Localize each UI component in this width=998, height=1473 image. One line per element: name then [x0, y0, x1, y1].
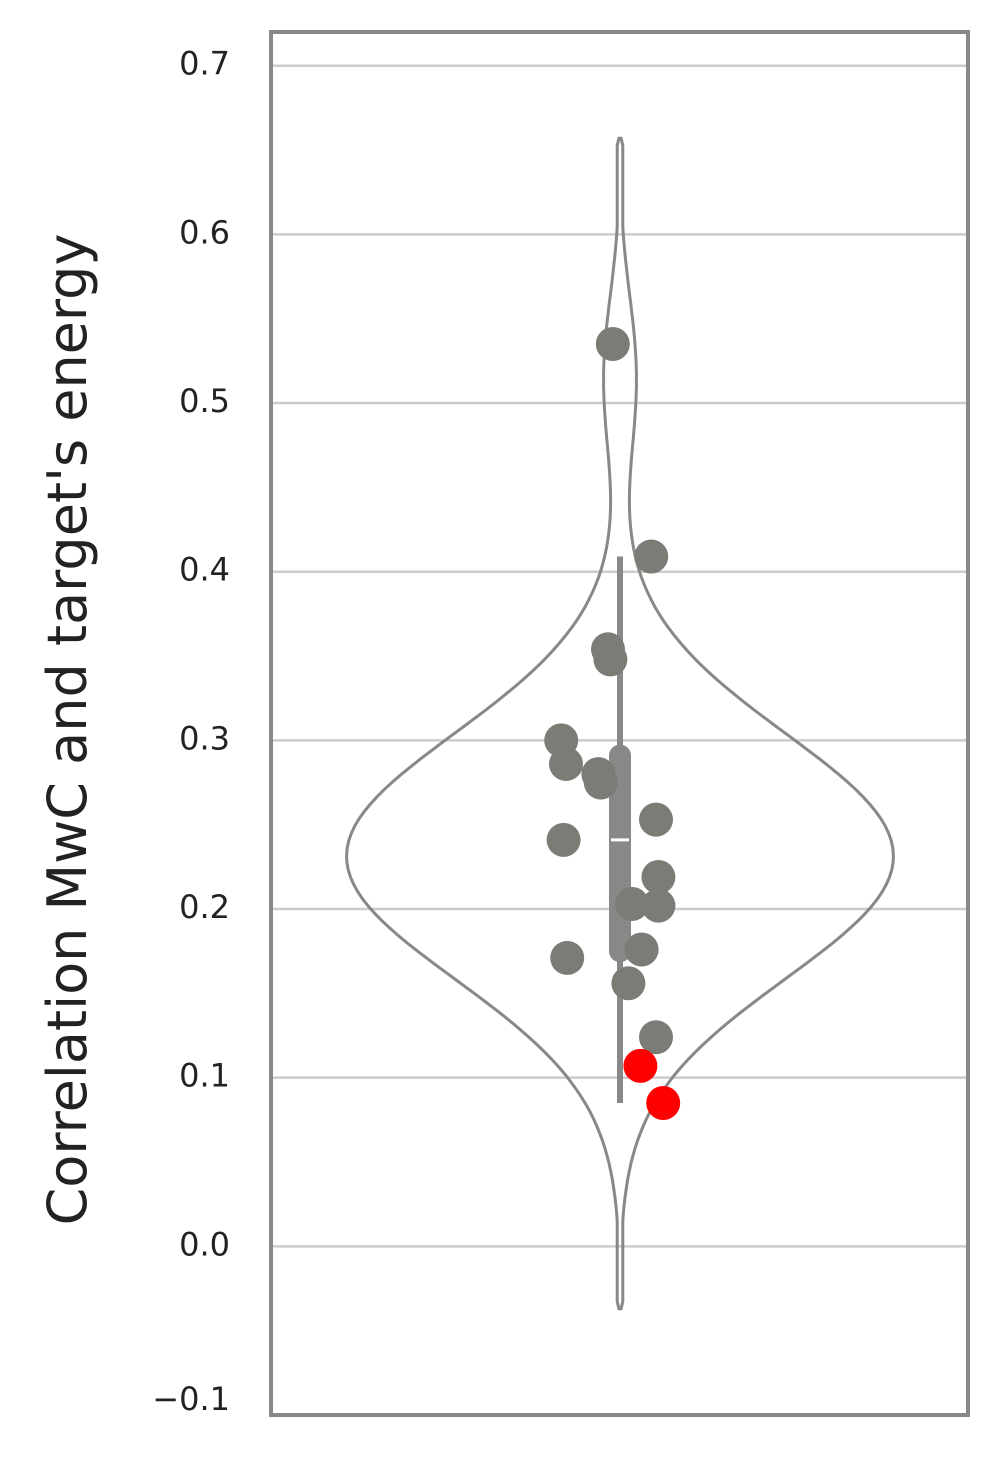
y-tick-label: 0.3 [179, 719, 230, 757]
y-tick-labels: −0.1 0.0 0.1 0.2 0.3 0.4 0.5 0.6 0.7 [152, 45, 230, 1418]
data-point [624, 932, 659, 967]
data-point [611, 966, 646, 1001]
data-point [634, 539, 669, 574]
y-axis-label: Correlation MwC and target's energy [36, 234, 99, 1226]
y-tick-label: 0.2 [179, 888, 230, 926]
data-point [641, 859, 676, 894]
y-tick-label: 0.1 [179, 1057, 230, 1095]
plot-frame [269, 30, 970, 1417]
y-tick-label: 0.4 [179, 551, 230, 589]
y-tick-label: 0.6 [179, 213, 230, 251]
data-point [595, 327, 630, 362]
data-point [646, 1085, 681, 1120]
data-point [641, 888, 676, 923]
y-tick-label: 0.7 [179, 45, 230, 83]
violin-body [345, 136, 895, 1311]
data-point [593, 642, 628, 677]
data-point [623, 1048, 658, 1083]
data-point [615, 886, 649, 921]
data-point [550, 940, 585, 975]
data-point [583, 765, 618, 800]
y-tick-label: 0.5 [179, 382, 230, 420]
data-point [546, 822, 581, 857]
data-points [544, 327, 681, 1120]
y-tick-label: 0.0 [179, 1225, 230, 1263]
data-point [639, 802, 673, 837]
data-point [549, 746, 583, 781]
y-tick-label: −0.1 [152, 1380, 230, 1418]
data-point [639, 1020, 673, 1055]
